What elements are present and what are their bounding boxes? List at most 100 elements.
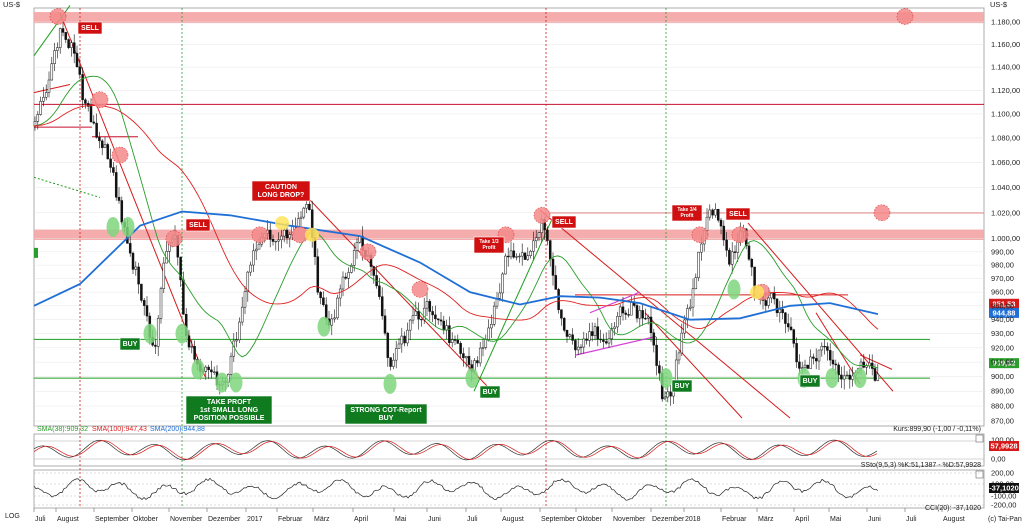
candle — [649, 307, 653, 342]
candle — [560, 309, 563, 326]
cot-report-label-box — [344, 403, 428, 425]
candle — [641, 304, 644, 326]
take-profit-label-box — [671, 204, 703, 222]
x-axis-label: Februar — [278, 516, 303, 523]
candle — [64, 31, 68, 44]
candle — [344, 272, 348, 280]
candle — [501, 272, 504, 302]
take-profit-position-label-text: 1st SMALL LONG — [200, 407, 259, 414]
candle — [781, 300, 784, 320]
cot-report-label-text: STRONG COT-Report — [350, 407, 422, 414]
candle — [551, 252, 555, 286]
sell-signal-circle — [873, 204, 891, 222]
candle — [845, 371, 849, 378]
close-icon[interactable] — [975, 434, 984, 443]
candle — [831, 351, 835, 371]
candle — [828, 343, 832, 367]
y-tick-label: 980,00 — [991, 261, 1014, 270]
candle — [154, 338, 157, 355]
x-axis-label: Dezember — [652, 516, 685, 523]
cci-y-tick: -200,00 — [991, 501, 1016, 510]
candle — [714, 203, 717, 218]
candle — [58, 27, 62, 54]
currency-label-left: US-$ — [3, 0, 21, 9]
y-tick-label: 930,00 — [991, 329, 1014, 338]
resistance-zone-1184 — [34, 12, 984, 24]
candle — [568, 333, 572, 339]
candle — [322, 291, 325, 307]
buy-label: BUY — [479, 385, 501, 399]
candle — [400, 327, 404, 353]
y-tick-label: 1.100,00 — [991, 109, 1020, 118]
candle — [347, 267, 350, 289]
support-line-dashed — [33, 176, 101, 198]
candle — [117, 187, 121, 204]
candle — [596, 317, 600, 347]
candle — [137, 262, 140, 294]
candle — [669, 385, 672, 406]
candle — [627, 308, 630, 318]
candle — [156, 315, 160, 357]
candle — [722, 220, 726, 247]
candle — [47, 71, 51, 98]
candle — [131, 251, 135, 275]
candle — [618, 304, 622, 325]
candle — [655, 336, 658, 376]
candle — [392, 353, 395, 370]
candle — [235, 332, 238, 348]
stochastic-legend: SSto(9,5,3) %K:51,1387 - %D:57,9928 — [861, 462, 981, 469]
cci-panel — [33, 469, 985, 509]
trend-line-magenta — [575, 335, 657, 356]
candle — [644, 308, 647, 321]
candle — [848, 369, 852, 389]
y-tick-label: 1.060,00 — [991, 158, 1020, 167]
buy-signal-oval — [143, 323, 157, 344]
stochastic-k-line — [33, 439, 878, 461]
y-tick-label: 920,00 — [991, 343, 1014, 352]
cci-y-tick: -100,00 — [991, 492, 1016, 501]
caution-label-text: CAUTION — [265, 184, 297, 191]
take-profit-label-text: Profit — [482, 245, 495, 251]
sell-label-text: SELL — [189, 222, 208, 229]
x-axis-label: Juni — [428, 516, 441, 523]
candle — [268, 222, 272, 248]
candle — [352, 242, 356, 272]
close-icon[interactable] — [975, 470, 984, 479]
cci-legend: CCI(20): -37,1020 — [925, 505, 981, 512]
candle — [254, 240, 258, 260]
currency-label-right: US-$ — [990, 0, 1008, 9]
candle — [42, 87, 45, 107]
candle — [372, 266, 376, 284]
buy-label: BUY — [671, 379, 693, 393]
candle — [50, 56, 54, 81]
x-axis-label: Juli — [906, 516, 917, 523]
sell-signal-circle — [359, 243, 377, 261]
candle — [582, 331, 586, 354]
candle — [422, 297, 426, 324]
sell-label: SELL — [185, 218, 211, 232]
candle — [417, 302, 420, 330]
stochastic-d-line — [33, 440, 878, 460]
sell-signal-circle — [896, 8, 914, 25]
candle — [240, 296, 244, 326]
candle — [691, 278, 695, 317]
y-tick-label: 970,00 — [991, 274, 1014, 283]
candle — [72, 34, 76, 64]
stochastic-y-tick: 0,00 — [991, 455, 1006, 464]
candle — [406, 322, 409, 347]
x-axis-label: 2018 — [685, 516, 701, 523]
candle — [336, 294, 339, 320]
candle — [39, 96, 42, 116]
candle — [333, 309, 336, 323]
candle — [554, 265, 558, 290]
log-label: LOG — [5, 513, 20, 520]
take-profit-position-label-text: TAKE PROFT — [207, 399, 252, 406]
buy-signal-oval — [465, 368, 479, 389]
x-axis-label: Juli — [467, 516, 478, 523]
buy-signal-oval — [106, 216, 120, 237]
candle — [350, 263, 353, 274]
price-status: Kurs:899,90 (-1,00 / -0,11%) — [893, 426, 981, 433]
candle — [520, 243, 524, 266]
candle — [190, 339, 194, 354]
